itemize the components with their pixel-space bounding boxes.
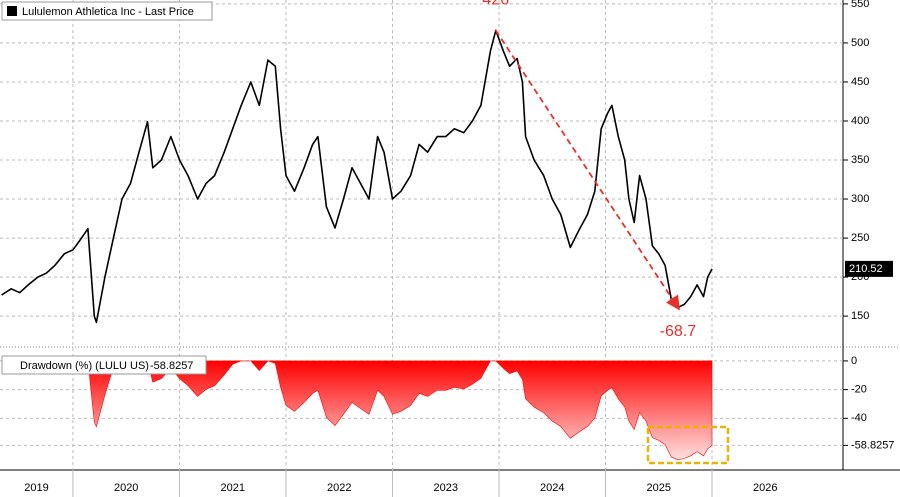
y-tick-label: 500: [851, 37, 869, 49]
last-price-label: 210.52: [849, 263, 883, 275]
legend-label: Drawdown (%) (LULU US): [20, 360, 149, 372]
legend-swatch: [7, 6, 17, 16]
y-tick-label: 300: [851, 193, 869, 205]
x-tick-label: 2026: [753, 482, 777, 494]
x-tick-label: 2025: [647, 482, 671, 494]
y-tick-label: -58.8257: [851, 439, 894, 451]
y-tick-label: 250: [851, 232, 869, 244]
y-tick-label: 400: [851, 115, 869, 127]
legend-value: -58.8257: [150, 360, 193, 372]
x-tick-label: 2020: [114, 482, 138, 494]
annotation: -68.7: [660, 323, 697, 340]
x-tick-label: 2021: [220, 482, 244, 494]
y-tick-label: 150: [851, 310, 869, 322]
y-tick-label: -20: [851, 384, 867, 396]
last-price-box: [845, 260, 893, 277]
y-tick-label: -40: [851, 412, 867, 424]
x-tick-label: 2024: [540, 482, 564, 494]
annotation: 426: [482, 0, 509, 9]
y-tick-label: 450: [851, 76, 869, 88]
x-tick-label: 2023: [433, 482, 457, 494]
drawdown-arrow: [495, 29, 680, 311]
highlight-box: [646, 425, 730, 465]
y-tick-label: 350: [851, 154, 869, 166]
x-tick-label: 2019: [24, 482, 48, 494]
legend-bottom: Drawdown (%) (LULU US) -58.8257: [1, 355, 207, 375]
legend-box: [1, 1, 213, 21]
x-tick-label: 2022: [327, 482, 351, 494]
legend-label: Lululemon Athletica Inc - Last Price: [22, 6, 194, 18]
legend-top: Lululemon Athletica Inc - Last Price: [1, 1, 213, 21]
y-tick-label: 550: [851, 0, 869, 10]
y-tick-label: 0: [851, 355, 857, 367]
legend-box: [1, 355, 207, 375]
price-line: [1, 29, 713, 324]
